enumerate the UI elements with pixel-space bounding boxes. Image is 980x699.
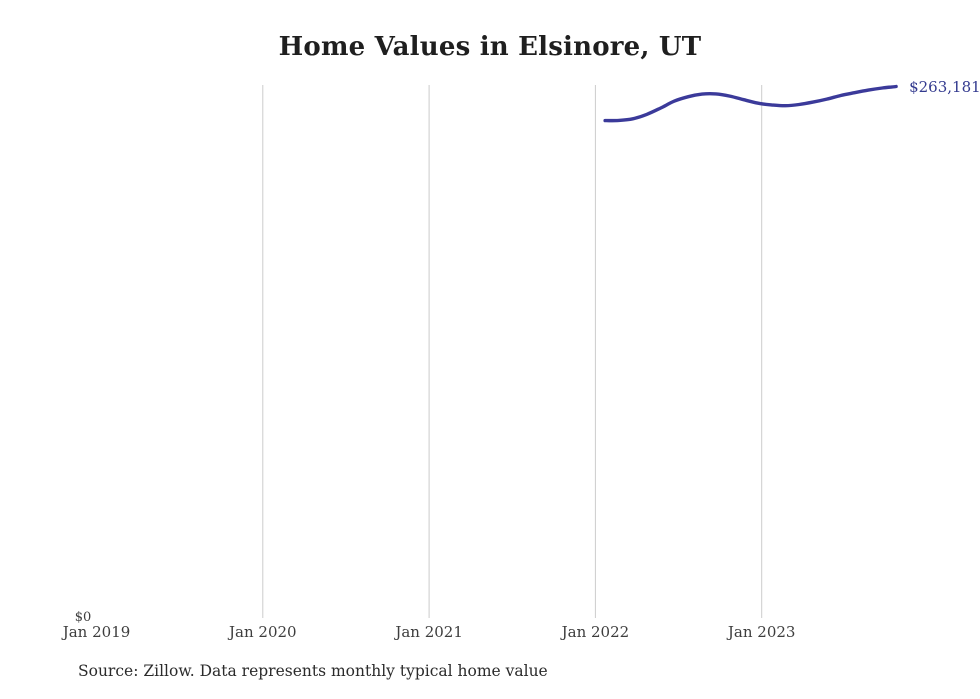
x-tick-label: Jan 2020 bbox=[229, 623, 297, 641]
source-note: Source: Zillow. Data represents monthly … bbox=[78, 662, 548, 680]
chart-title: Home Values in Elsinore, UT bbox=[278, 32, 702, 62]
x-tick-label: Jan 2023 bbox=[727, 623, 796, 641]
x-tick-label: Jan 2021 bbox=[395, 623, 463, 641]
x-tick-label: Jan 2022 bbox=[561, 623, 630, 641]
series-end-value-label: $263,181 bbox=[909, 77, 980, 96]
home-value-line bbox=[603, 84, 898, 123]
x-tick-label: Jan 2019 bbox=[62, 623, 131, 641]
y-axis-zero-label: $0 bbox=[74, 610, 92, 625]
